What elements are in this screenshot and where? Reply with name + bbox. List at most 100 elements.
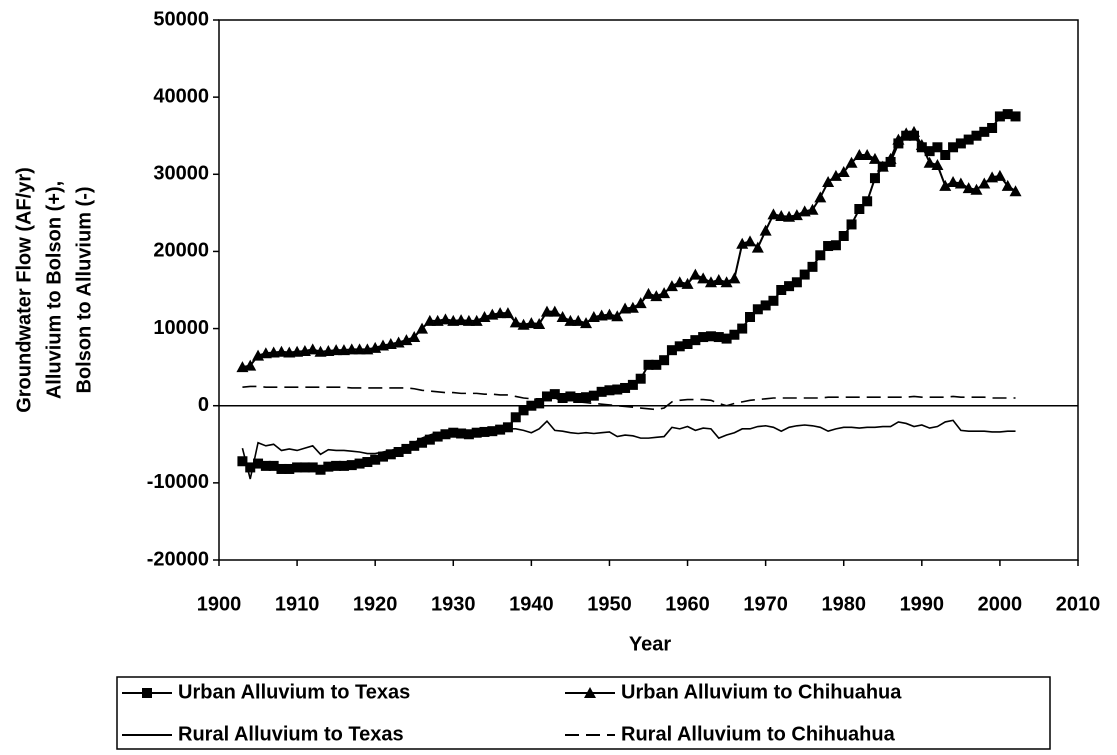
marker: [830, 240, 841, 251]
marker: [603, 308, 616, 320]
marker: [744, 235, 757, 247]
marker: [393, 447, 404, 457]
marker: [580, 317, 593, 329]
marker: [307, 462, 318, 473]
marker: [142, 688, 152, 698]
marker: [963, 134, 974, 145]
marker: [697, 272, 710, 284]
marker: [502, 422, 513, 433]
marker: [908, 125, 921, 137]
marker: [494, 307, 507, 319]
marker: [923, 156, 936, 168]
marker: [745, 312, 756, 322]
marker: [509, 316, 522, 328]
marker: [253, 458, 264, 469]
marker: [861, 149, 874, 160]
marker: [275, 345, 288, 357]
marker: [713, 332, 724, 343]
marker: [416, 322, 429, 334]
marker: [829, 169, 842, 181]
marker: [784, 281, 795, 292]
marker: [947, 176, 960, 187]
marker: [666, 345, 677, 356]
marker: [470, 314, 483, 326]
x-axis-label: Year: [629, 633, 671, 655]
marker: [869, 173, 880, 184]
marker: [362, 457, 373, 468]
marker: [345, 343, 358, 355]
marker: [620, 382, 631, 393]
marker: [971, 130, 982, 141]
marker: [518, 405, 529, 416]
marker: [455, 314, 468, 326]
marker: [525, 317, 538, 329]
marker: [962, 182, 975, 194]
marker: [556, 311, 569, 322]
y-axis-label: Bolson to Alluvium (-): [73, 186, 95, 393]
y-tick-label: 50000: [153, 8, 209, 30]
marker: [323, 461, 334, 472]
x-tick-label: 2000: [978, 593, 1023, 615]
marker: [245, 462, 256, 473]
marker: [751, 241, 764, 253]
legend-label: Urban Alluvium to Texas: [178, 681, 410, 703]
marker: [377, 451, 388, 462]
x-tick-label: 1970: [743, 593, 788, 615]
marker: [665, 280, 678, 292]
y-tick-label: 40000: [153, 85, 209, 107]
marker: [284, 463, 295, 474]
marker: [705, 331, 716, 342]
marker: [330, 344, 343, 356]
marker: [596, 386, 607, 397]
marker: [417, 437, 428, 448]
marker: [634, 297, 647, 309]
marker: [385, 449, 396, 460]
legend-label: Rural Alluvium to Chihuahua: [621, 723, 896, 745]
x-tick-label: 1910: [275, 593, 320, 615]
marker: [573, 393, 584, 403]
marker: [954, 177, 967, 189]
marker: [643, 359, 654, 370]
marker: [776, 285, 787, 295]
marker: [541, 391, 552, 402]
marker: [354, 458, 365, 469]
marker: [526, 400, 537, 411]
marker: [338, 460, 349, 471]
marker: [979, 126, 990, 137]
marker: [720, 276, 733, 288]
marker: [854, 204, 865, 214]
marker: [673, 276, 686, 288]
marker: [948, 142, 959, 153]
marker: [729, 329, 740, 340]
marker: [400, 334, 413, 346]
marker: [549, 389, 560, 400]
marker: [370, 454, 381, 465]
marker: [1001, 179, 1014, 191]
marker: [540, 305, 553, 317]
marker: [698, 332, 709, 343]
marker: [588, 390, 599, 401]
x-tick-label: 1930: [431, 593, 476, 615]
marker: [775, 209, 788, 221]
marker: [353, 343, 366, 355]
marker: [728, 272, 741, 284]
marker: [276, 463, 287, 474]
marker: [1010, 111, 1021, 122]
marker: [892, 133, 905, 145]
marker: [299, 462, 310, 473]
marker: [557, 393, 568, 403]
marker: [1009, 185, 1022, 197]
marker: [993, 169, 1006, 181]
marker: [440, 429, 451, 440]
marker: [690, 335, 701, 346]
marker: [642, 287, 655, 299]
marker: [987, 123, 998, 133]
marker: [814, 191, 827, 203]
y-tick-label: -10000: [147, 471, 209, 493]
marker: [565, 391, 576, 402]
marker: [659, 355, 670, 366]
x-tick-label: 1940: [509, 593, 554, 615]
marker: [791, 277, 802, 288]
marker: [306, 343, 319, 355]
marker: [533, 317, 546, 329]
